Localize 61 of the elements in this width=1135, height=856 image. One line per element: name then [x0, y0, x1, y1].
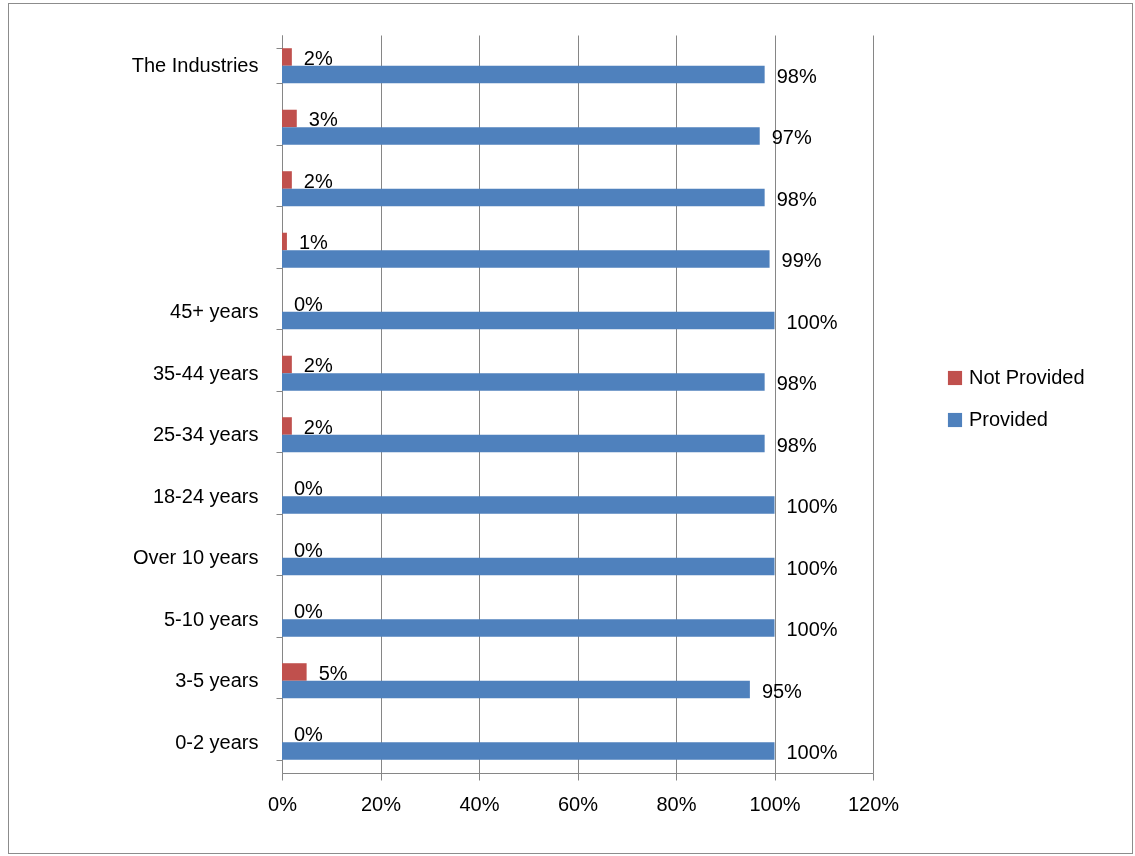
data-label: 3%	[308, 108, 338, 131]
data-label: 0%	[294, 292, 324, 315]
bar	[282, 434, 765, 453]
data-label: 95%	[761, 679, 803, 702]
data-label: 97%	[771, 126, 812, 149]
bar	[282, 188, 765, 207]
data-label: 0%	[294, 600, 324, 623]
data-label: 0%	[294, 477, 324, 500]
data-label: 100%	[786, 310, 838, 333]
y-tick-label: 0-2 years	[175, 730, 259, 753]
bar	[282, 48, 292, 66]
bar	[282, 496, 775, 514]
y-tick-label: 3-5 years	[175, 669, 259, 692]
bar	[282, 557, 775, 576]
data-label: 100%	[786, 495, 838, 518]
data-label: 100%	[786, 741, 838, 764]
data-label: 100%	[786, 556, 838, 579]
data-label: 5%	[318, 661, 348, 684]
x-tick-label: 80%	[656, 792, 697, 815]
x-tick-label: 120%	[847, 792, 900, 815]
data-label: 1%	[298, 231, 329, 254]
y-tick-label: The Industries	[131, 54, 259, 77]
data-label: 98%	[776, 372, 817, 395]
data-label: 100%	[786, 618, 838, 641]
data-label: 99%	[781, 249, 822, 272]
data-label: 98%	[776, 64, 817, 87]
data-label: 98%	[776, 187, 817, 210]
y-tick-label: 35-44 years	[152, 361, 259, 384]
bar	[282, 619, 775, 637]
bar	[282, 65, 765, 84]
bar	[282, 171, 292, 189]
bar	[282, 127, 760, 145]
data-label: 2%	[303, 354, 333, 377]
bar	[282, 680, 750, 699]
bar	[282, 232, 287, 251]
bar	[282, 311, 775, 330]
bar	[282, 663, 307, 681]
data-label: 2%	[303, 46, 333, 69]
y-tick-label: 45+ years	[170, 300, 259, 323]
y-tick-label: 5-10 years	[164, 607, 259, 630]
x-tick-label: 100%	[749, 792, 801, 815]
data-label: 0%	[294, 538, 324, 561]
legend-label: Provided	[969, 408, 1048, 430]
bar	[282, 373, 765, 391]
bar	[282, 742, 775, 760]
x-tick-label: 60%	[557, 792, 599, 815]
bar	[282, 355, 292, 374]
y-tick-label: Over 10 years	[132, 546, 259, 569]
data-label: 98%	[776, 433, 817, 456]
y-tick-label: 18-24 years	[152, 484, 259, 507]
data-label: 2%	[303, 415, 333, 438]
bar	[282, 109, 297, 128]
bar	[282, 250, 770, 268]
data-label: 2%	[303, 169, 333, 192]
legend-label: Not Provided	[969, 366, 1085, 388]
data-label: 0%	[294, 723, 324, 746]
x-tick-label: 20%	[360, 792, 402, 815]
x-tick-label: 40%	[459, 792, 500, 815]
y-tick-label: 25-34 years	[152, 423, 259, 446]
x-tick-label: 0%	[268, 792, 298, 815]
bar	[282, 417, 292, 435]
